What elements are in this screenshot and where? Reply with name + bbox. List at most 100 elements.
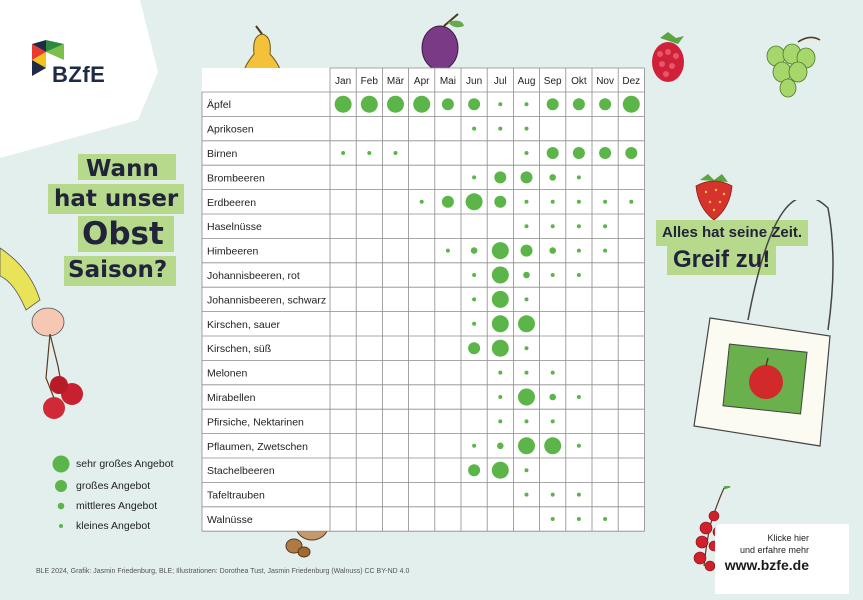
- availability-dot: [334, 95, 352, 113]
- fruit-label: Johannisbeeren, rot: [207, 270, 300, 282]
- availability-dot: [544, 437, 562, 455]
- raspberry-icon: [652, 32, 684, 82]
- availability-dot: [550, 273, 555, 277]
- availability-dot: [491, 339, 509, 357]
- availability-dot: [524, 199, 529, 204]
- availability-dot: [491, 266, 509, 284]
- availability-dot: [472, 297, 477, 302]
- availability-dot: [603, 224, 608, 229]
- availability-dot: [413, 95, 431, 113]
- availability-dot: [360, 95, 378, 113]
- availability-dot: [518, 388, 535, 406]
- availability-dot: [576, 199, 581, 204]
- availability-dot: [546, 98, 559, 111]
- cta-line-2[interactable]: und erfahre mehr: [739, 545, 809, 555]
- fruit-label: Aprikosen: [207, 124, 254, 136]
- headline-line-4: Saison?: [68, 257, 168, 283]
- cta-panel[interactable]: [715, 524, 849, 594]
- availability-dot: [625, 147, 638, 159]
- headline-highlight: [64, 256, 176, 286]
- availability-dot: [576, 175, 581, 180]
- availability-dot: [520, 171, 533, 184]
- availability-dot: [603, 248, 608, 253]
- availability-dot: [491, 290, 509, 308]
- availability-dot: [524, 224, 529, 229]
- availability-dot: [441, 195, 454, 208]
- availability-dot: [472, 175, 477, 180]
- availability-dot: [524, 370, 529, 375]
- headline-highlight: [78, 154, 176, 180]
- availability-dot: [341, 151, 346, 155]
- availability-dot: [494, 195, 507, 208]
- table-background: [202, 68, 645, 532]
- fruit-label: Äpfel: [207, 99, 231, 111]
- tote-bag-illustration: [693, 200, 834, 447]
- availability-dot: [494, 171, 507, 184]
- availability-dot: [468, 464, 481, 477]
- availability-dot: [524, 346, 529, 351]
- slogan-highlight: Alles hat seine Zeit.: [656, 220, 809, 246]
- availability-dot: [549, 393, 556, 401]
- month-header: Mär: [387, 76, 405, 87]
- availability-dot: [498, 419, 503, 424]
- availability-dot: [523, 271, 530, 279]
- fruit-label: Himbeeren: [207, 246, 259, 258]
- month-header: Apr: [414, 76, 430, 87]
- availability-dot: [629, 199, 634, 204]
- availability-dot: [549, 174, 556, 181]
- legend-label: großes Angebot: [76, 480, 151, 492]
- headline-line-2: hat unser: [54, 186, 179, 212]
- legend-dot-medium: [57, 502, 65, 510]
- legend-symbols: [52, 455, 70, 528]
- availability-dot: [550, 517, 555, 521]
- availability-dot: [498, 126, 503, 131]
- availability-dot: [576, 517, 581, 521]
- legend-dot-small: [59, 524, 63, 528]
- legend-dot-very-large: [52, 455, 70, 473]
- month-header: Jan: [335, 76, 351, 87]
- fruit-label: Johannisbeeren, schwarz: [207, 294, 326, 306]
- availability-dot: [524, 419, 529, 424]
- availability-dot: [576, 224, 581, 229]
- availability-dot: [576, 395, 581, 399]
- availability-dot: [550, 370, 555, 375]
- fruit-label: Haselnüsse: [207, 221, 262, 233]
- headline-line-1: Wann: [86, 156, 159, 182]
- legend-label: kleines Angebot: [76, 520, 151, 532]
- availability-dot: [550, 419, 555, 424]
- month-header: Aug: [518, 76, 536, 87]
- availability-dot: [468, 98, 481, 111]
- availability-dot: [491, 242, 509, 260]
- availability-dot: [524, 102, 529, 107]
- website-link[interactable]: www.bzfe.de: [724, 557, 809, 573]
- availability-dot: [549, 247, 556, 254]
- availability-dot: [576, 492, 581, 497]
- credit-line: BLE 2024, Grafik: Jasmin Friedenburg, BL…: [36, 568, 410, 575]
- fruit-label: Kirschen, süß: [207, 343, 271, 355]
- availability-dot: [524, 126, 529, 131]
- availability-dot: [419, 199, 424, 204]
- slogan-line-1: Alles hat seine Zeit.: [662, 224, 803, 241]
- availability-dot: [572, 147, 585, 159]
- availability-dot: [599, 98, 612, 111]
- availability-dot: [524, 468, 529, 473]
- availability-dot: [367, 151, 372, 155]
- month-header: Okt: [571, 76, 587, 87]
- fruit-label: Brombeeren: [207, 172, 265, 184]
- fruit-label: Tafeltrauben: [207, 490, 265, 502]
- availability-dot: [491, 315, 509, 333]
- availability-dot: [603, 517, 608, 521]
- availability-dot: [497, 442, 504, 450]
- availability-dot: [622, 95, 640, 113]
- logo-panel: [0, 0, 158, 158]
- cta-line-1[interactable]: Klicke hier: [767, 533, 809, 543]
- fruit-label: Mirabellen: [207, 392, 256, 404]
- fruit-label: Kirschen, sauer: [207, 319, 280, 331]
- slogan-line-2: Greif zu!: [673, 246, 771, 273]
- availability-dot: [550, 224, 555, 229]
- availability-dot: [441, 98, 454, 111]
- month-header: Dez: [622, 76, 640, 87]
